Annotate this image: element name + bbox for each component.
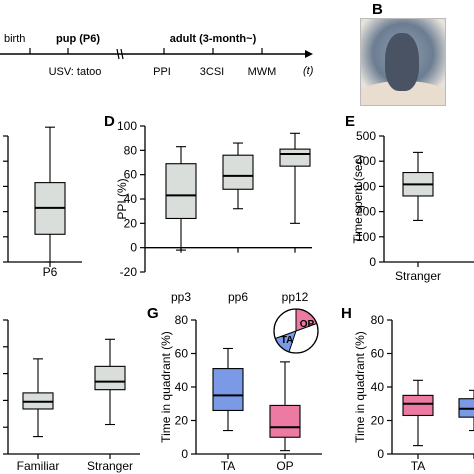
y-tick-label-h: 80	[371, 313, 385, 327]
timeline-birth-label: birth	[4, 33, 25, 45]
inset-ta-label: TA	[281, 335, 294, 346]
y-tick-label-e: 400	[356, 154, 376, 168]
timeline-event-usv: USV: tatoo	[49, 66, 102, 78]
category-label-f: Stranger	[87, 459, 133, 473]
inset-divider	[295, 323, 317, 332]
y-axis-label-e: Time spent (sec)	[351, 155, 365, 244]
inset-op-quadrant	[296, 308, 317, 331]
y-tick-label-d: 40	[124, 192, 138, 206]
timeline-arrowhead	[305, 50, 313, 58]
panel-label-d: D	[104, 113, 115, 130]
y-tick-label-d: 60	[124, 168, 138, 182]
y-axis-label-h: Time in quadrant (%)	[353, 331, 367, 443]
y-tick-label-d: -20	[120, 265, 138, 279]
timeline-adult-label: adult (3-month~)	[170, 33, 257, 45]
category-label-e: Stranger	[395, 269, 441, 283]
box-d	[279, 148, 311, 167]
y-tick-label-g: 80	[175, 313, 189, 327]
quadrant-inset: OP TA	[273, 308, 319, 354]
y-tick-label-d: 100	[117, 119, 137, 133]
box-h	[402, 394, 434, 417]
timeline-event-3csi: 3CSI	[200, 66, 224, 78]
box-d	[222, 154, 254, 190]
box-g	[212, 368, 244, 412]
inset-op-label: OP	[300, 319, 315, 330]
timeline-break-mark	[120, 48, 124, 60]
y-axis-label-d: PPI (%)	[115, 178, 129, 219]
y-tick-label-h: 40	[371, 380, 385, 394]
box-f	[94, 365, 126, 391]
category-label-h: TA	[411, 459, 425, 473]
category-label-d: pp6	[228, 290, 248, 304]
category-label-g: TA	[221, 459, 235, 473]
timeline-axis-symbol: (t)	[303, 65, 314, 77]
category-label-d: pp3	[171, 290, 191, 304]
y-tick-label-h: 20	[371, 414, 385, 428]
y-tick-label-e: 0	[369, 255, 376, 269]
y-tick-label-g: 20	[175, 414, 189, 428]
panel-label-e: E	[345, 113, 355, 130]
inset-divider	[288, 330, 297, 353]
inset-divider	[275, 330, 297, 339]
y-tick-label-d: 20	[124, 216, 138, 230]
timeline-event-mwm: MWM	[248, 66, 277, 78]
y-axis-label-g: Time in quadrant (%)	[159, 331, 173, 443]
y-tick-label-d: 0	[130, 241, 137, 255]
y-tick-label-g: 60	[175, 347, 189, 361]
category-label-g: OP	[276, 459, 293, 473]
category-label-d: pp12	[282, 290, 309, 304]
y-tick-label-g: 40	[175, 380, 189, 394]
pup-shape	[385, 33, 419, 91]
timeline: birth pup (P6) adult (3-month~) (t) USV:…	[0, 33, 314, 78]
y-tick-label-h: 60	[371, 347, 385, 361]
panel-label-b: B	[372, 1, 383, 18]
box-d	[165, 163, 197, 220]
mouse-pup-photo	[360, 18, 446, 106]
y-tick-label-e: 500	[356, 129, 376, 143]
timeline-pup-label: pup (P6)	[56, 33, 100, 45]
timeline-event-ppi: PPI	[153, 66, 171, 78]
y-tick-label-h: 0	[377, 447, 384, 461]
category-label-c: P6	[43, 265, 58, 279]
panel-label-h: H	[341, 305, 352, 322]
y-tick-label-e: 200	[356, 205, 376, 219]
y-tick-label-e: 300	[356, 179, 376, 193]
y-tick-label-d: 80	[124, 143, 138, 157]
box-g	[269, 404, 301, 438]
y-tick-label-g: 0	[181, 447, 188, 461]
panel-labels: B D E G H	[104, 1, 383, 322]
panel-label-g: G	[147, 305, 159, 322]
inset-ta-quadrant	[275, 331, 296, 352]
category-label-f: Familiar	[17, 459, 60, 473]
y-tick-label-e: 100	[356, 230, 376, 244]
timeline-break-mark	[116, 48, 120, 60]
